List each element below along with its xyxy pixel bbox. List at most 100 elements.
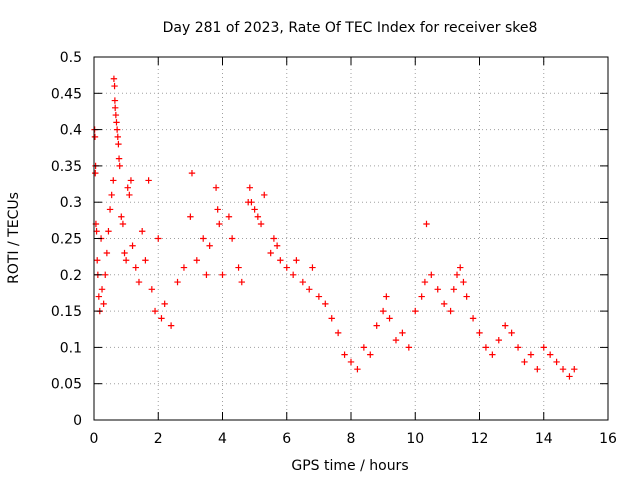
data-point xyxy=(334,329,342,337)
data-point xyxy=(187,213,194,220)
data-point xyxy=(341,351,348,358)
x-tick-label: 10 xyxy=(406,431,424,447)
data-point xyxy=(261,191,268,199)
data-point xyxy=(112,111,120,119)
data-point xyxy=(251,206,258,213)
chart-title: Day 281 of 2023, Rate Of TEC Index for r… xyxy=(163,20,538,36)
data-point xyxy=(155,235,162,242)
data-point xyxy=(489,351,496,358)
data-point xyxy=(108,191,115,199)
y-tick-label: 0.15 xyxy=(51,304,82,320)
data-point xyxy=(158,315,165,322)
y-tick-label: 0.25 xyxy=(51,232,82,248)
data-point xyxy=(482,344,490,351)
data-point xyxy=(105,228,112,235)
data-point xyxy=(546,351,554,358)
axis-ticks: 0 0.05 0.1 0.15 0.2 0.25 0.3 0.35 0.4 0.45 0.5 0 2 4 6… xyxy=(51,50,617,447)
x-tick-label: 0 xyxy=(90,431,99,447)
data-point xyxy=(495,336,502,344)
data-point xyxy=(111,97,119,104)
data-point xyxy=(115,140,122,148)
y-tick-label: 0.1 xyxy=(60,340,82,356)
data-point xyxy=(453,271,461,278)
data-point xyxy=(148,286,156,293)
y-tick-label: 0.3 xyxy=(60,195,82,211)
data-point xyxy=(566,373,573,380)
data-point xyxy=(450,286,457,293)
data-point xyxy=(98,286,106,293)
data-point xyxy=(347,358,355,366)
data-point xyxy=(206,242,213,249)
y-tick-label: 0 xyxy=(73,413,82,429)
data-point xyxy=(502,322,509,329)
y-axis-label: ROTI / TECUs xyxy=(6,192,22,284)
x-axis-label: GPS time / hours xyxy=(291,458,408,474)
data-point xyxy=(91,133,99,141)
data-point xyxy=(457,264,464,271)
data-point xyxy=(180,264,188,271)
x-tick-label: 2 xyxy=(154,431,163,447)
data-point xyxy=(119,220,127,228)
data-point xyxy=(167,322,175,329)
data-point xyxy=(235,264,242,271)
y-tick-label: 0.2 xyxy=(60,268,82,284)
data-point xyxy=(116,162,123,170)
data-point xyxy=(203,271,210,278)
data-point xyxy=(216,220,223,228)
data-point xyxy=(126,191,133,199)
data-point xyxy=(553,358,560,366)
data-point xyxy=(114,133,121,141)
data-point xyxy=(273,242,281,249)
data-point xyxy=(514,344,522,351)
data-point xyxy=(328,315,335,322)
data-points xyxy=(91,75,578,380)
data-point xyxy=(212,184,220,191)
y-tick-label: 0.05 xyxy=(51,377,82,393)
data-point xyxy=(135,278,143,286)
data-point xyxy=(360,344,368,351)
data-point xyxy=(571,365,578,373)
data-point xyxy=(228,235,236,242)
x-tick-label: 8 xyxy=(347,431,356,447)
data-point xyxy=(257,220,265,228)
data-point xyxy=(100,300,107,308)
data-point xyxy=(367,351,374,358)
data-point xyxy=(214,206,221,213)
data-point xyxy=(127,177,135,184)
data-point xyxy=(559,365,567,373)
data-point xyxy=(145,177,152,184)
data-point xyxy=(373,322,380,329)
data-point xyxy=(440,300,448,308)
data-point xyxy=(306,286,313,293)
data-point xyxy=(188,169,196,177)
data-point xyxy=(270,235,278,242)
data-point xyxy=(254,213,262,220)
x-tick-label: 12 xyxy=(471,431,489,447)
data-point xyxy=(309,264,316,271)
data-point xyxy=(412,307,419,315)
data-point xyxy=(289,271,297,278)
data-point xyxy=(113,126,121,133)
data-point xyxy=(354,365,361,373)
data-point xyxy=(129,242,136,249)
data-point xyxy=(423,220,430,228)
data-point xyxy=(142,257,149,264)
data-point xyxy=(405,344,413,351)
data-point xyxy=(469,315,477,322)
y-tick-label: 0.45 xyxy=(51,86,82,102)
data-point xyxy=(174,278,181,286)
data-point xyxy=(124,184,131,191)
data-point xyxy=(94,257,101,264)
data-point xyxy=(476,329,483,337)
data-point xyxy=(463,293,470,300)
data-point xyxy=(293,257,300,264)
data-point xyxy=(521,358,528,366)
data-point xyxy=(118,213,125,220)
data-point xyxy=(106,206,114,213)
data-point xyxy=(151,307,159,315)
data-point xyxy=(386,315,393,322)
data-point xyxy=(540,344,547,351)
y-tick-label: 0.4 xyxy=(60,123,82,139)
data-point xyxy=(102,271,109,278)
